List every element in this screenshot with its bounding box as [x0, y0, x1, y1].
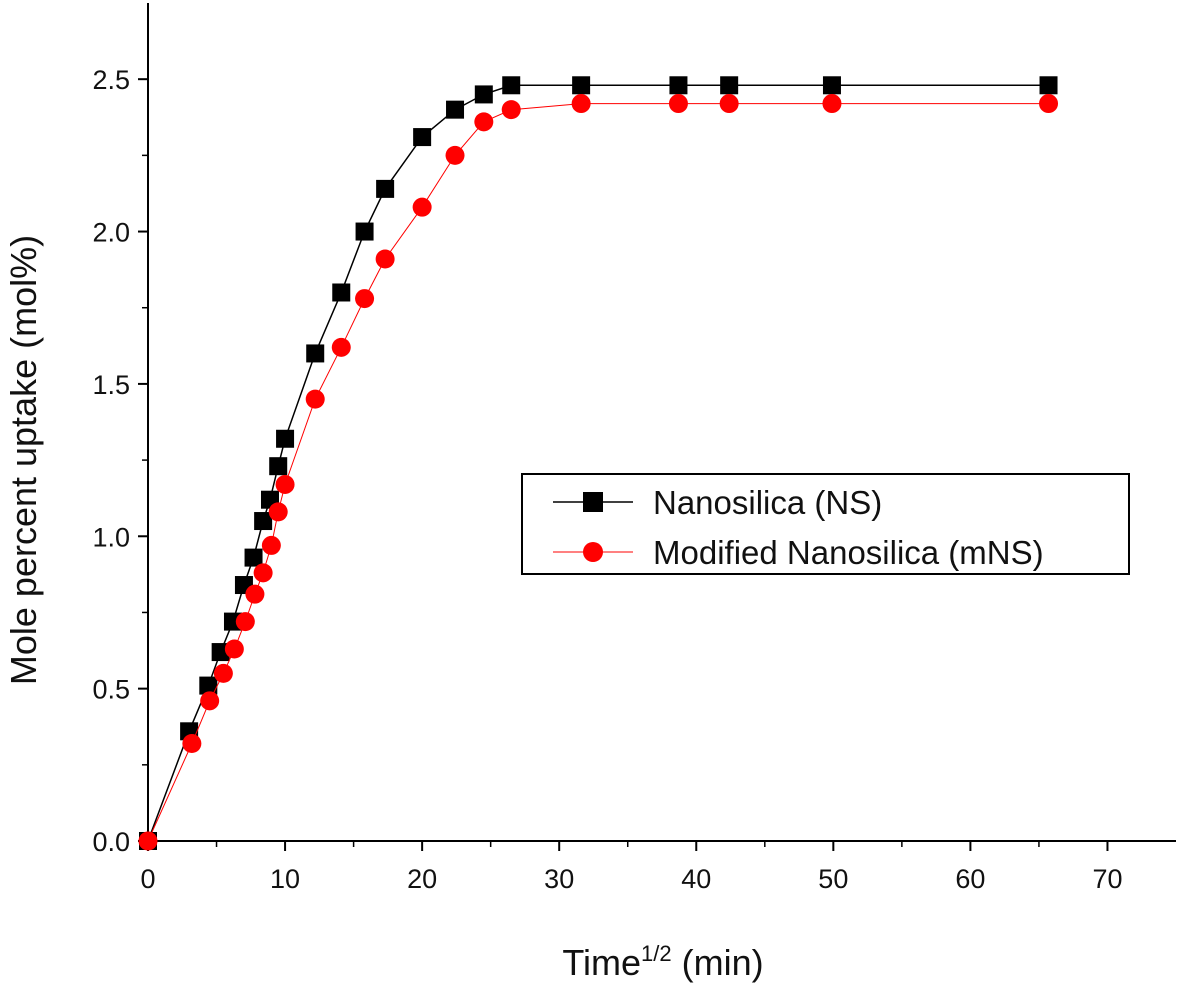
legend-box [521, 473, 1130, 575]
legend-label-mns: Modified Nanosilica (mNS) [653, 534, 1044, 571]
data-point-mns [268, 502, 288, 522]
data-point-mns [822, 94, 842, 114]
y-tick-label: 0.0 [92, 827, 130, 857]
data-point-mns [200, 691, 220, 711]
data-point-mns [235, 612, 255, 632]
data-point-mns [474, 112, 494, 132]
data-point-mns [305, 389, 325, 409]
x-axis-ticks: 0 10 20 30 40 50 60 70 [140, 841, 1122, 894]
x-axis-title-superscript: 1/2 [641, 941, 672, 966]
legend-marker-ns [583, 492, 603, 512]
data-point-mns [331, 337, 351, 357]
data-point-ns [276, 429, 295, 448]
data-point-ns [413, 128, 432, 147]
data-point-ns [306, 344, 325, 363]
data-point-ns [669, 76, 688, 95]
data-point-mns [275, 474, 295, 494]
data-point-ns [254, 512, 273, 531]
data-point-ns [720, 76, 739, 95]
data-point-mns [668, 94, 688, 114]
x-axis-title: Time1/2 (min) [562, 941, 763, 983]
x-tick-label: 40 [681, 864, 711, 894]
y-tick-label: 2.5 [92, 65, 130, 95]
y-tick-label: 2.0 [92, 218, 130, 248]
data-point-mns [445, 145, 465, 165]
x-tick-label: 20 [407, 864, 437, 894]
x-tick-label: 50 [818, 864, 848, 894]
data-point-ns [474, 85, 493, 104]
x-tick-label: 70 [1092, 864, 1122, 894]
data-point-mns [719, 94, 739, 114]
x-tick-label: 0 [140, 864, 155, 894]
y-tick-label: 1.5 [92, 370, 130, 400]
data-point-mns [224, 639, 244, 659]
y-tick-label: 0.5 [92, 675, 130, 705]
data-point-ns [355, 222, 374, 241]
series-layer [138, 76, 1059, 851]
data-point-ns [199, 676, 218, 695]
data-point-mns [375, 249, 395, 269]
data-point-mns [412, 197, 432, 217]
data-point-ns [269, 457, 288, 476]
data-point-mns [182, 733, 202, 753]
data-point-mns [1039, 94, 1059, 114]
legend-marker-mns [583, 542, 603, 562]
data-point-mns [571, 94, 591, 114]
data-point-mns [138, 831, 158, 851]
data-point-ns [376, 179, 395, 198]
y-tick-label: 1.0 [92, 522, 130, 552]
data-point-ns [332, 283, 351, 302]
data-point-ns [1039, 76, 1058, 95]
data-point-mns [245, 584, 265, 604]
data-point-ns [502, 76, 521, 95]
y-axis-ticks: 0.0 0.5 1.0 1.5 2.0 2.5 [92, 65, 148, 857]
x-tick-label: 10 [270, 864, 300, 894]
data-point-ns [572, 76, 591, 95]
legend: Nanosilica (NS) Modified Nanosilica (mNS… [521, 473, 1130, 575]
legend-label-ns: Nanosilica (NS) [653, 484, 882, 521]
x-axis-title-unit: (min) [672, 942, 764, 983]
data-point-mns [261, 535, 281, 555]
x-axis-title-main: Time [562, 942, 641, 983]
y-axis-title: Mole percent uptake (mol%) [3, 235, 44, 685]
x-tick-label: 60 [955, 864, 985, 894]
data-point-ns [446, 100, 465, 119]
data-point-mns [213, 663, 233, 683]
plot-frame [147, 3, 1176, 842]
x-tick-label: 30 [544, 864, 574, 894]
data-point-mns [501, 100, 521, 120]
data-point-ns [822, 76, 841, 95]
data-point-ns [244, 548, 263, 567]
data-point-mns [355, 289, 375, 309]
data-point-mns [253, 563, 273, 583]
